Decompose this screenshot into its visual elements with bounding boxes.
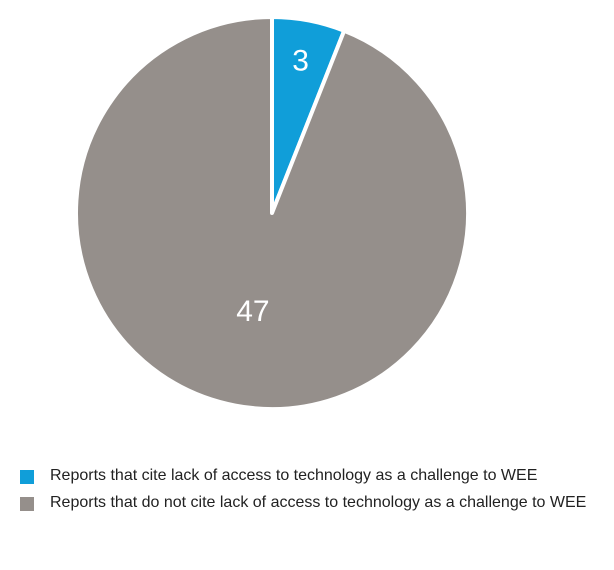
legend-item-not-cite: Reports that do not cite lack of access … — [20, 493, 614, 512]
legend: Reports that cite lack of access to tech… — [20, 466, 614, 520]
data-label-not-cite: 47 — [236, 295, 269, 328]
pie-chart: 3 47 — [74, 15, 470, 411]
legend-label-not-cite: Reports that do not cite lack of access … — [50, 494, 587, 511]
data-label-cite: 3 — [292, 45, 309, 78]
pie-slice-not-cite — [74, 15, 470, 411]
legend-label-cite: Reports that cite lack of access to tech… — [50, 467, 538, 484]
legend-swatch-not-cite — [20, 497, 34, 511]
legend-swatch-cite — [20, 470, 34, 484]
legend-item-cite: Reports that cite lack of access to tech… — [20, 466, 614, 485]
